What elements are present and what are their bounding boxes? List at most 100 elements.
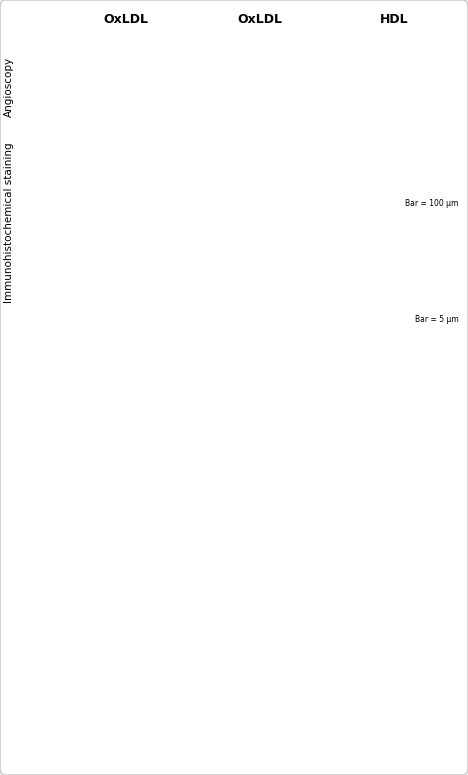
Point bbox=[216, 343, 224, 355]
Point bbox=[85, 170, 92, 182]
Point bbox=[440, 212, 448, 225]
Point bbox=[442, 242, 449, 254]
Point bbox=[276, 237, 284, 250]
Point bbox=[127, 348, 134, 360]
Point bbox=[69, 211, 76, 223]
Point bbox=[356, 235, 363, 247]
Point bbox=[340, 213, 348, 226]
Circle shape bbox=[87, 280, 164, 343]
Text: B-2: B-2 bbox=[199, 270, 217, 281]
Point bbox=[302, 169, 310, 181]
Point bbox=[266, 163, 274, 175]
Point bbox=[107, 335, 115, 347]
Point bbox=[447, 161, 455, 174]
Point bbox=[444, 197, 451, 209]
Ellipse shape bbox=[185, 92, 231, 145]
Point bbox=[139, 335, 147, 347]
Point bbox=[291, 198, 298, 211]
Point bbox=[344, 210, 351, 222]
Point bbox=[154, 180, 161, 192]
Text: L: L bbox=[441, 158, 446, 167]
Point bbox=[221, 232, 228, 244]
Point bbox=[365, 348, 373, 360]
Point bbox=[99, 195, 107, 208]
Point bbox=[286, 341, 293, 353]
Text: White plaque by angioscopy (arrow in B). Immunohistochemical
staining shows, dif: White plaque by angioscopy (arrow in B).… bbox=[14, 522, 305, 573]
Point bbox=[385, 179, 393, 191]
Point bbox=[87, 223, 94, 236]
Point bbox=[391, 243, 399, 255]
Text: Immunohistochemical staining: Immunohistochemical staining bbox=[4, 143, 15, 303]
Point bbox=[200, 334, 207, 346]
Point bbox=[75, 229, 82, 241]
Point bbox=[154, 336, 161, 348]
Point bbox=[66, 236, 73, 248]
Point bbox=[207, 153, 215, 165]
Point bbox=[173, 236, 181, 248]
Point bbox=[66, 344, 73, 357]
Point bbox=[302, 358, 309, 370]
Point bbox=[442, 355, 449, 367]
Point bbox=[381, 153, 388, 166]
Point bbox=[133, 153, 141, 165]
Point bbox=[135, 245, 142, 257]
Point bbox=[411, 216, 419, 229]
Point bbox=[419, 198, 426, 210]
Point bbox=[368, 202, 375, 214]
Point bbox=[238, 355, 245, 367]
Point bbox=[435, 196, 442, 208]
Point bbox=[148, 351, 155, 363]
Point bbox=[418, 208, 425, 221]
Point bbox=[159, 198, 166, 211]
Point bbox=[279, 247, 286, 260]
Point bbox=[382, 212, 389, 225]
Point bbox=[242, 243, 250, 256]
Point bbox=[155, 222, 162, 235]
Point bbox=[247, 343, 254, 356]
Point bbox=[200, 336, 208, 348]
Point bbox=[102, 150, 109, 162]
Point bbox=[143, 343, 151, 356]
Point bbox=[410, 221, 417, 233]
Point bbox=[199, 329, 207, 342]
Point bbox=[87, 177, 94, 189]
Point bbox=[207, 203, 214, 215]
Point bbox=[114, 245, 121, 257]
Point bbox=[418, 350, 425, 363]
Point bbox=[446, 221, 454, 233]
Point bbox=[80, 186, 88, 198]
Point bbox=[204, 351, 212, 363]
Point bbox=[232, 201, 239, 213]
Point bbox=[246, 227, 253, 239]
Point bbox=[268, 336, 275, 349]
Point bbox=[226, 238, 234, 250]
Point bbox=[435, 188, 442, 200]
Point bbox=[69, 240, 76, 253]
Point bbox=[174, 166, 182, 178]
Point bbox=[158, 350, 166, 362]
Point bbox=[165, 184, 172, 196]
Point bbox=[297, 237, 304, 250]
Point bbox=[134, 158, 141, 170]
Point bbox=[256, 147, 264, 160]
Point bbox=[230, 214, 237, 226]
Text: Bar = 5 μm: Bar = 5 μm bbox=[415, 315, 459, 324]
Point bbox=[283, 189, 290, 202]
Point bbox=[269, 150, 276, 163]
Point bbox=[105, 224, 113, 236]
Point bbox=[154, 226, 161, 238]
Point bbox=[280, 195, 287, 208]
Circle shape bbox=[355, 280, 433, 343]
Point bbox=[415, 205, 422, 217]
Point bbox=[146, 148, 154, 160]
Point bbox=[304, 188, 311, 200]
Point bbox=[148, 223, 156, 236]
Point bbox=[406, 238, 414, 250]
Point bbox=[392, 167, 400, 180]
Point bbox=[272, 164, 279, 177]
Point bbox=[151, 350, 158, 363]
Point bbox=[309, 183, 316, 195]
Point bbox=[336, 175, 344, 188]
Text: A: A bbox=[65, 38, 72, 48]
Point bbox=[403, 229, 410, 242]
